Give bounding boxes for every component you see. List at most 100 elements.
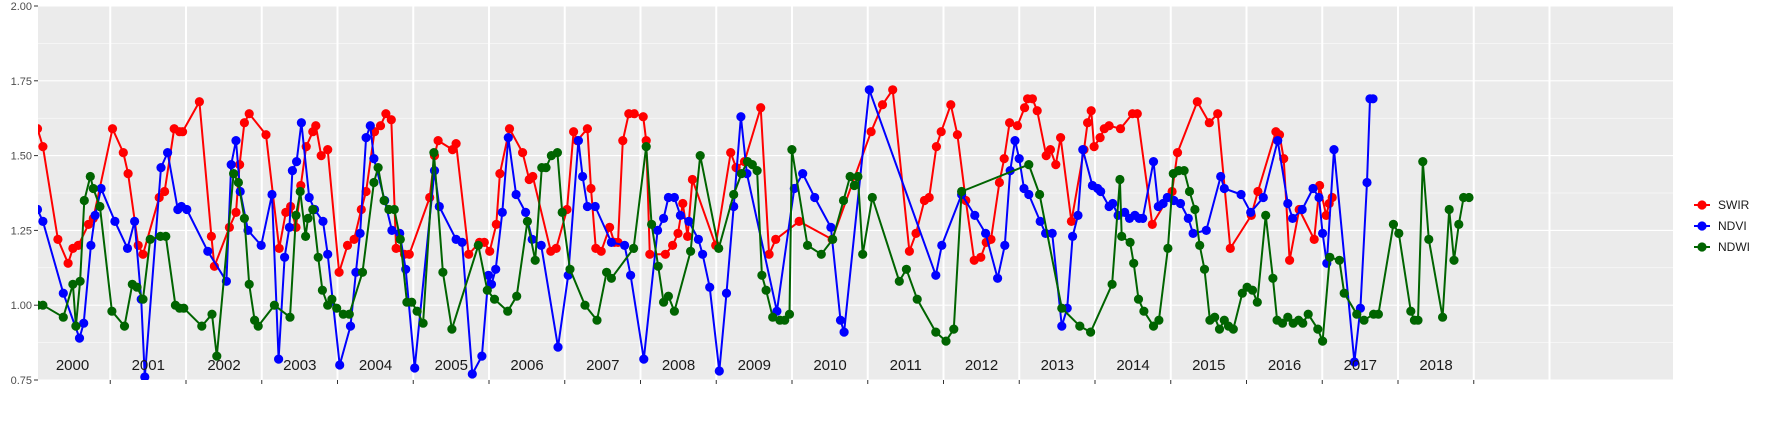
data-point-swir: [794, 216, 804, 226]
series-ndvi: [38, 85, 1378, 380]
legend-key-point: [1697, 221, 1707, 231]
data-point-ndvi: [369, 154, 379, 164]
legend: SWIR NDVI NDWI: [1694, 198, 1750, 254]
data-point-ndwi: [1086, 327, 1096, 337]
y-axis: 0.75 1.00 1.25 1.50 1.75 2.00: [11, 1, 38, 387]
data-point-ndvi: [110, 216, 120, 226]
data-point-ndvi: [536, 240, 546, 250]
data-point-ndwi: [853, 171, 863, 182]
year-label: 2013: [1041, 357, 1074, 374]
data-point-ndvi: [296, 118, 306, 128]
data-point-ndwi: [197, 321, 207, 331]
series-layer: [38, 85, 1474, 380]
data-point-ndvi: [280, 252, 290, 262]
data-point-ndvi: [1258, 192, 1268, 203]
data-point-swir: [495, 169, 505, 179]
data-point-ndvi: [323, 249, 333, 259]
data-point-swir: [999, 154, 1009, 164]
data-point-ndvi: [1288, 213, 1298, 223]
data-point-swir: [311, 121, 321, 131]
data-point-swir: [1225, 243, 1235, 253]
data-point-ndwi: [858, 249, 868, 259]
legend-item-swir: SWIR: [1694, 198, 1750, 212]
year-label: 2017: [1344, 357, 1377, 374]
data-point-ndvi: [684, 216, 694, 226]
data-point-ndwi: [1277, 318, 1288, 328]
year-label: 2007: [586, 357, 619, 374]
data-point-ndvi: [1188, 228, 1198, 238]
data-point-ndwi: [412, 306, 422, 316]
legend-label: NDVI: [1718, 219, 1747, 233]
data-point-ndwi: [1139, 306, 1149, 316]
data-point-ndvi: [410, 363, 420, 373]
data-point-ndvi: [1138, 213, 1148, 223]
data-point-ndwi: [1129, 258, 1139, 268]
data-point-swir: [1192, 97, 1202, 107]
data-point-ndvi: [79, 318, 89, 328]
data-point-ndwi: [1313, 324, 1323, 334]
data-point-swir: [1056, 133, 1066, 143]
data-point-swir: [391, 243, 401, 253]
data-point-ndwi: [1252, 297, 1262, 307]
data-point-ndvi: [58, 288, 68, 298]
year-label: 2011: [890, 357, 922, 374]
data-point-ndwi: [557, 207, 567, 217]
data-point-ndwi: [1334, 255, 1344, 265]
data-point-swir: [551, 243, 561, 253]
data-point-ndwi: [79, 195, 89, 206]
data-point-swir: [673, 228, 683, 238]
data-point-swir: [924, 192, 934, 203]
data-point-swir: [586, 183, 596, 194]
series-swir: [38, 85, 1337, 277]
data-point-ndwi: [1388, 219, 1398, 229]
data-point-ndvi: [639, 354, 649, 364]
data-point-ndvi: [606, 237, 617, 247]
data-point-ndwi: [1394, 228, 1404, 238]
data-point-swir: [1095, 133, 1105, 143]
data-point-ndvi: [335, 360, 345, 370]
data-point-ndvi: [483, 270, 494, 280]
data-point-ndwi: [303, 213, 313, 223]
data-point-ndvi: [573, 136, 584, 146]
data-point-ndwi: [233, 177, 243, 188]
data-point-swir: [726, 148, 736, 158]
data-point-ndvi: [1201, 225, 1211, 235]
data-point-swir: [866, 127, 876, 137]
data-point-ndvi: [226, 160, 236, 170]
data-point-swir: [1309, 234, 1319, 244]
data-point-ndwi: [269, 300, 279, 310]
legend-item-ndvi: NDVI: [1694, 219, 1747, 233]
data-point-ndwi: [1179, 166, 1189, 176]
data-point-ndwi: [1283, 312, 1293, 322]
data-point-swir: [118, 148, 128, 158]
data-point-ndvi: [578, 171, 588, 182]
data-point-swir: [771, 234, 781, 244]
data-point-ndvi: [182, 204, 192, 215]
data-point-ndwi: [313, 252, 323, 262]
data-point-ndwi: [447, 324, 457, 334]
data-point-ndvi: [714, 366, 724, 376]
data-point-swir: [618, 136, 628, 146]
data-point-ndwi: [1352, 309, 1362, 319]
data-point-ndwi: [317, 285, 327, 295]
data-point-ndvi: [659, 213, 669, 223]
data-point-ndwi: [285, 312, 295, 322]
data-point-ndwi: [1303, 309, 1313, 319]
data-point-swir: [1012, 121, 1023, 131]
year-label: 2009: [738, 357, 771, 374]
data-point-ndwi: [1163, 243, 1173, 253]
data-point-swir: [1147, 219, 1157, 229]
year-label: 2010: [813, 357, 846, 374]
data-point-ndwi: [295, 186, 305, 197]
data-point-ndvi: [1096, 186, 1106, 197]
year-labels: 2000 2001 2002 2003 2004 2005 2006 2007 2008 2009…: [56, 357, 1453, 374]
data-point-swir: [504, 124, 515, 134]
data-point-ndvi: [1362, 177, 1372, 188]
data-point-ndwi: [512, 291, 522, 301]
data-point-swir: [638, 112, 648, 122]
data-point-ndwi: [580, 300, 590, 310]
data-point-swir: [1005, 118, 1015, 128]
data-point-ndvi: [864, 85, 874, 95]
data-point-ndwi: [1184, 186, 1195, 197]
data-point-ndwi: [1444, 204, 1454, 215]
